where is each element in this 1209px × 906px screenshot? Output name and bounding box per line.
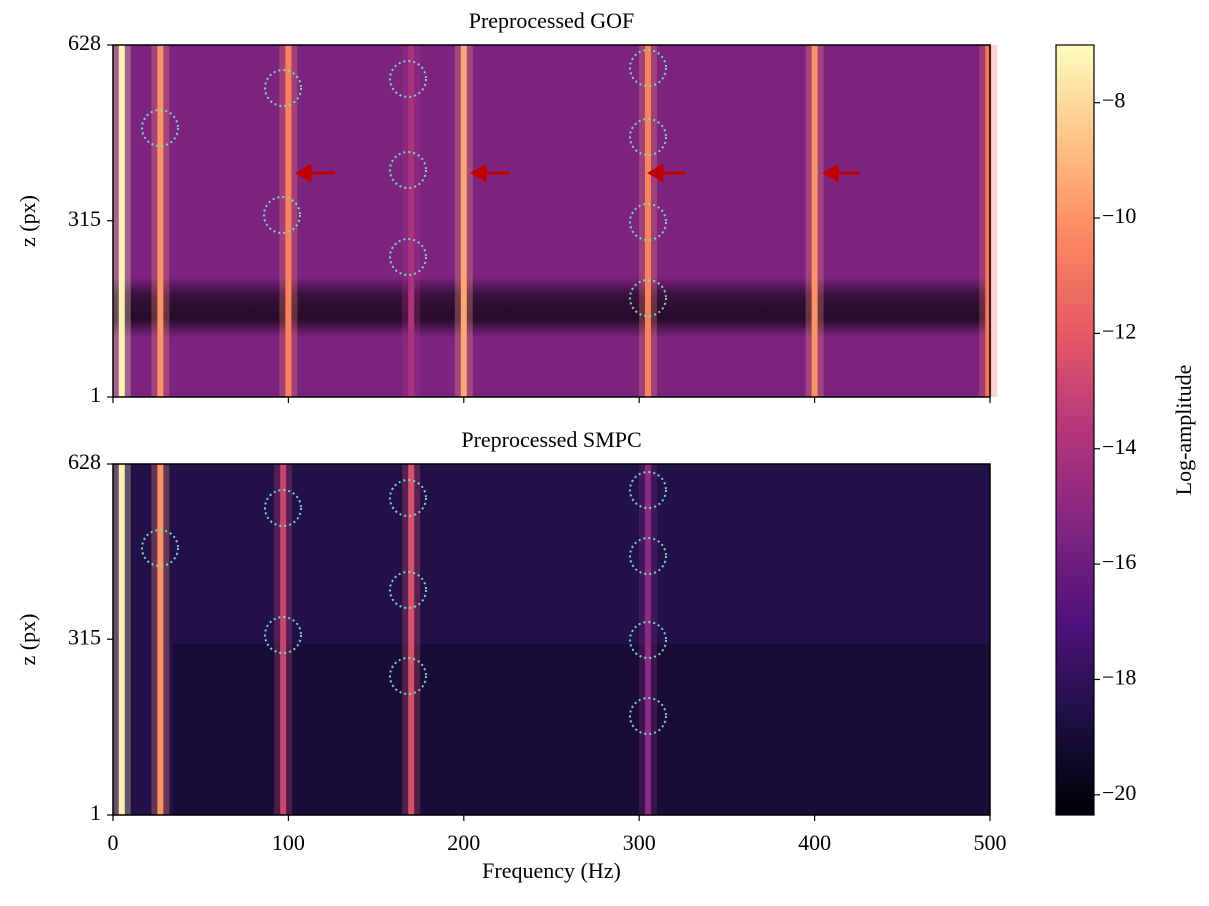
heatmap-background <box>113 45 990 397</box>
line-core <box>157 45 164 397</box>
plots: Preprocessed GOF z (px) 1 315 628 Preprocesse… <box>15 8 1196 883</box>
panel-title: Preprocessed GOF <box>469 8 635 33</box>
x-tick-label: 500 <box>974 830 1007 855</box>
colorbar-tick-label: −12 <box>1102 318 1136 343</box>
colorbar-tick-label: −16 <box>1102 549 1136 574</box>
x-tick-label: 0 <box>108 830 119 855</box>
line-core <box>644 45 651 397</box>
annotations <box>141 49 667 735</box>
line-core <box>285 45 292 397</box>
colorbar <box>1055 44 1095 816</box>
x-axis-label: Frequency (Hz) <box>482 858 621 883</box>
arrows <box>295 163 860 183</box>
line-core <box>280 464 287 815</box>
colorbar-tick-label: −10 <box>1102 203 1136 228</box>
dark-band <box>113 277 990 337</box>
colorbar-label: Log-amplitude <box>1171 365 1196 496</box>
y-tick-label: 1 <box>90 382 101 407</box>
line-core <box>408 464 415 815</box>
panel-title: Preprocessed SMPC <box>461 427 641 452</box>
line-core <box>157 464 164 815</box>
line-core <box>985 45 992 397</box>
y-axis-label: z (px) <box>15 195 40 247</box>
line-core <box>644 464 651 815</box>
line-core <box>118 464 125 815</box>
x-tick-label: 200 <box>447 830 480 855</box>
y-tick-label: 315 <box>68 206 101 231</box>
colorbar-tick-label: −8 <box>1102 88 1125 113</box>
line-core <box>408 45 415 397</box>
dark-band <box>173 644 990 815</box>
heatmap-background <box>113 464 990 815</box>
x-tick-label: 400 <box>798 830 831 855</box>
y-axis-label: z (px) <box>15 614 40 666</box>
line-core <box>460 45 467 397</box>
x-tick-label: 100 <box>272 830 305 855</box>
line-core <box>118 45 125 397</box>
colorbar-tick-label: −18 <box>1102 665 1136 690</box>
y-tick-label: 1 <box>90 800 101 825</box>
y-tick-label: 315 <box>68 624 101 649</box>
colorbar-tick-label: −14 <box>1102 434 1136 459</box>
line-core <box>811 45 818 397</box>
x-tick-label: 300 <box>623 830 656 855</box>
y-tick-label: 628 <box>68 30 101 55</box>
y-tick-label: 628 <box>68 449 101 474</box>
colorbar-tick-label: −20 <box>1102 780 1136 805</box>
